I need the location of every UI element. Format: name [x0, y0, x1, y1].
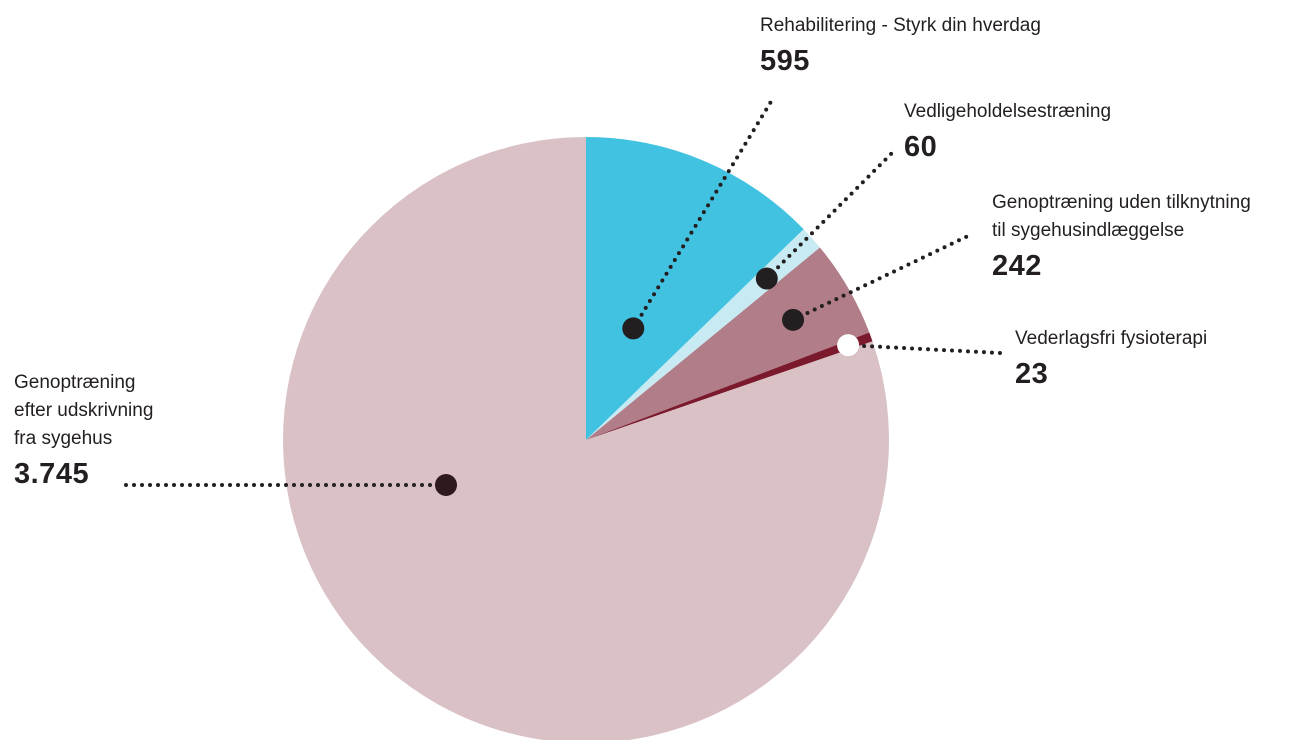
label-text: fra sygehus [14, 428, 113, 449]
label-text: til sygehusindlæggelse [992, 220, 1185, 241]
label-text: efter udskrivning [14, 400, 154, 421]
slice-marker [755, 267, 778, 290]
pie-slice [283, 137, 890, 740]
value-text: 595 [760, 45, 810, 77]
label-text: Genoptræning [14, 372, 136, 393]
label-genoptraening-efter-udskrivning: Genoptræning efter udskrivning fra sygeh… [14, 369, 153, 491]
label-text: Vedligeholdelsestræning [904, 101, 1112, 122]
value-text: 60 [904, 131, 938, 163]
label-rehabilitering: Rehabilitering - Styrk din hverdag 595 [760, 12, 1041, 78]
slice-markers [435, 267, 860, 496]
label-text: Vederlagsfri fysioterapi [1015, 328, 1208, 349]
slice-marker [622, 317, 645, 340]
pie-slice [586, 137, 804, 440]
value-text: 23 [1015, 358, 1049, 390]
leader-line [764, 148, 897, 281]
label-vedligeholdelsestraening: Vedligeholdelsestræning 60 [904, 98, 1111, 164]
label-text: Genoptræning uden tilknytning [992, 192, 1251, 213]
leader-line [791, 233, 972, 322]
leader-line [631, 98, 774, 331]
leader-line [846, 343, 1002, 355]
slice-marker [837, 334, 860, 357]
leader-lines [118, 98, 1002, 487]
value-text: 3.745 [14, 458, 90, 490]
label-text: Rehabilitering - Styrk din hverdag [760, 15, 1041, 36]
pie-slice [586, 332, 873, 440]
slice-marker [782, 308, 805, 331]
pie-slices [283, 137, 890, 740]
label-genoptraening-uden-tilknytning: Genoptræning uden tilknytning til sygehu… [992, 189, 1251, 283]
value-text: 242 [992, 250, 1042, 282]
slice-marker [435, 474, 457, 496]
label-vederlagsfri-fysioterapi: Vederlagsfri fysioterapi 23 [1015, 325, 1207, 391]
pie-slice [586, 247, 870, 440]
